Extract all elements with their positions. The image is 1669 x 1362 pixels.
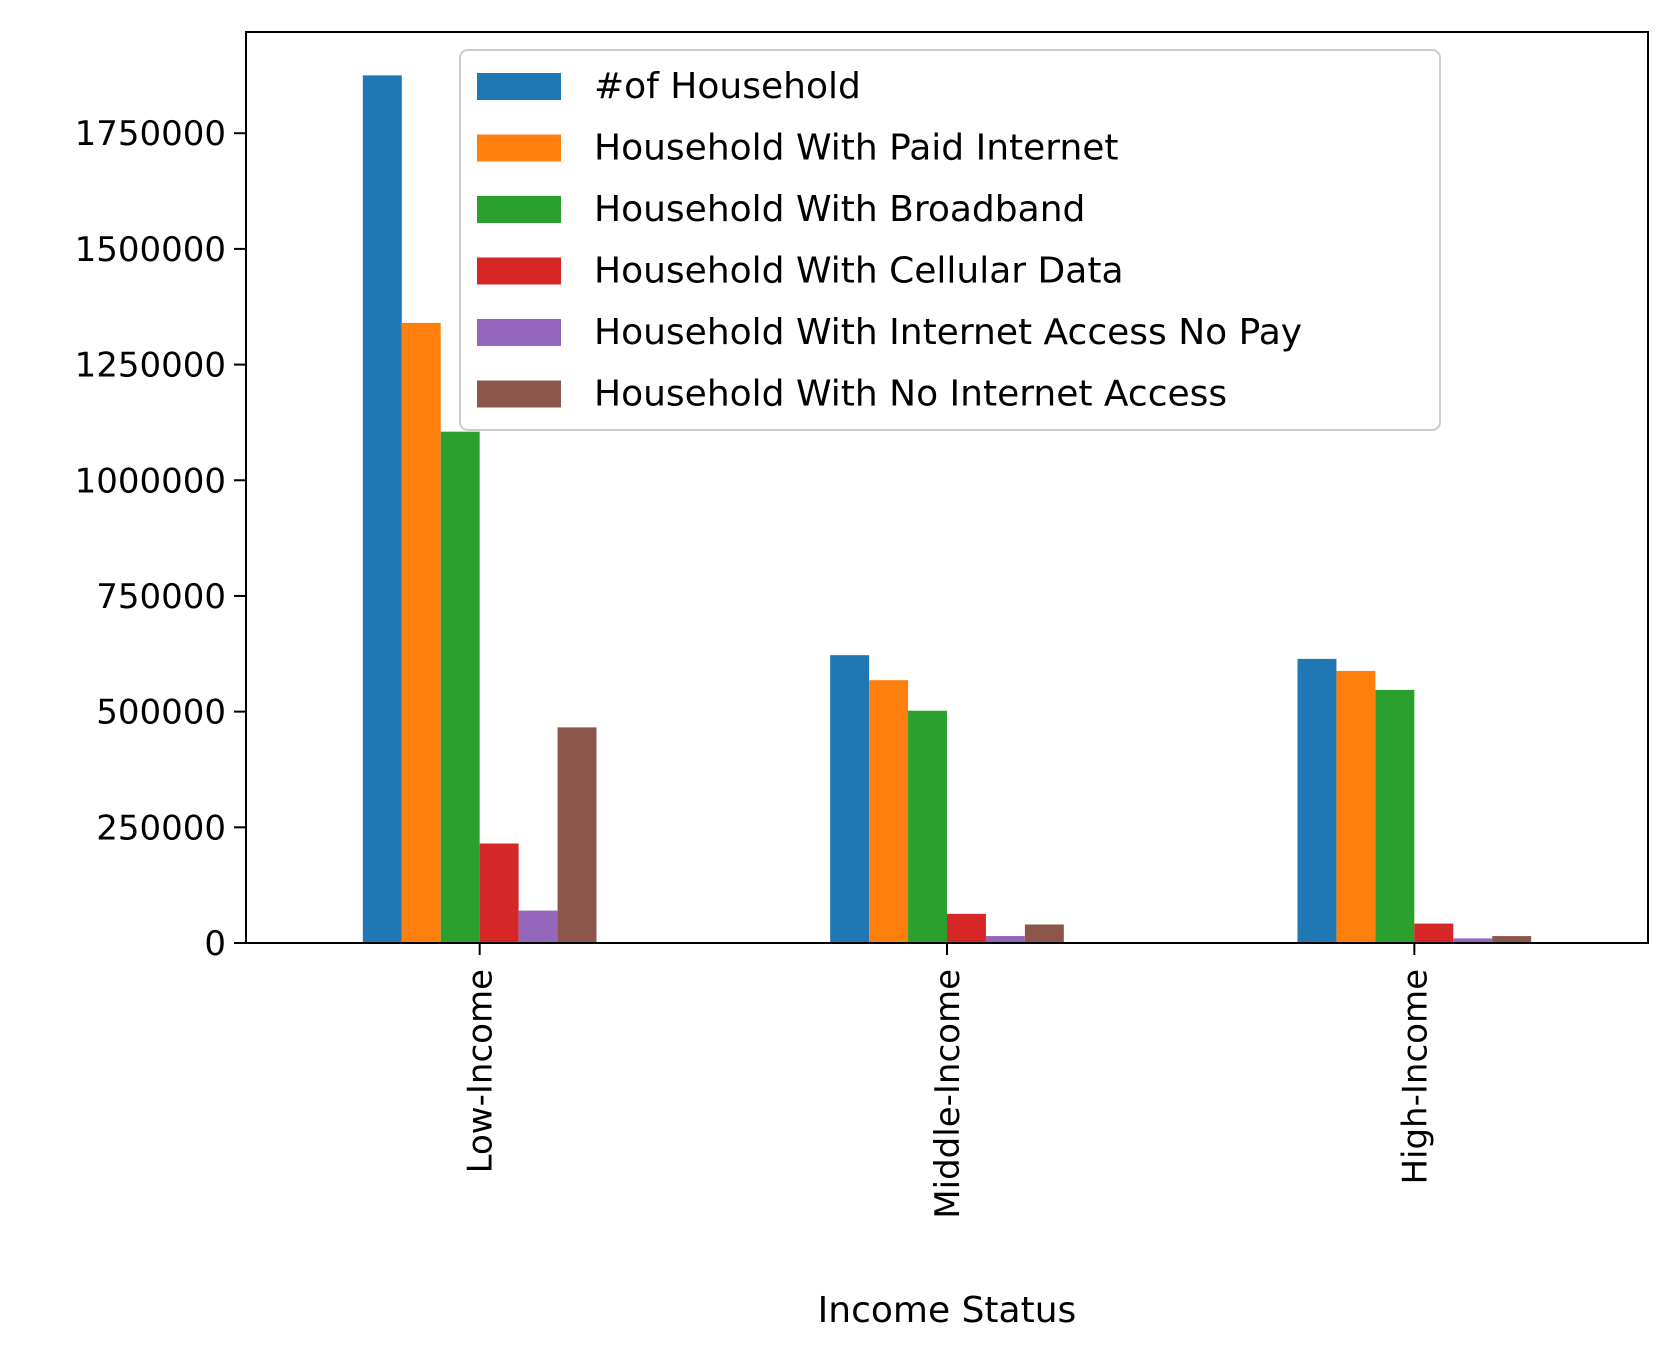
bar-household-with-cellular-data-high-income bbox=[1414, 923, 1454, 943]
y-tick-label: 1250000 bbox=[75, 346, 226, 386]
legend-label-household-with-cellular-data: Household With Cellular Data bbox=[594, 251, 1124, 292]
bar-of-household-low-income bbox=[362, 75, 402, 943]
legend-label-household-with-internet-access-no-pay: Household With Internet Access No Pay bbox=[594, 312, 1302, 353]
bar-household-with-paid-internet-middle-income bbox=[869, 680, 909, 943]
bar-household-with-cellular-data-low-income bbox=[479, 843, 519, 943]
legend-swatch-household-with-broadband bbox=[477, 196, 561, 223]
x-axis: Low-Income Middle-Income High-Income bbox=[461, 943, 1435, 1219]
legend-label-household-with-no-internet-access: Household With No Internet Access bbox=[594, 374, 1227, 415]
y-tick-label: 1500000 bbox=[75, 230, 226, 270]
bar-household-with-no-internet-access-middle-income bbox=[1024, 924, 1064, 943]
bar-household-with-no-internet-access-high-income bbox=[1492, 936, 1532, 943]
x-tick-label-middle-income: Middle-Income bbox=[928, 969, 968, 1219]
bar-household-with-broadband-low-income bbox=[440, 431, 480, 943]
bar-household-with-internet-access-no-pay-middle-income bbox=[985, 936, 1025, 943]
y-tick-label: 1000000 bbox=[75, 461, 226, 501]
bar-household-with-internet-access-no-pay-high-income bbox=[1453, 938, 1493, 943]
legend-box bbox=[459, 49, 1441, 431]
legend-swatch-household-with-cellular-data bbox=[477, 257, 561, 285]
legend-label-of-household: #of Household bbox=[594, 66, 861, 107]
legend: #of Household Household With Paid Interne… bbox=[459, 49, 1441, 431]
x-tick-label-high-income: High-Income bbox=[1395, 969, 1435, 1185]
x-tick-label-low-income: Low-Income bbox=[461, 969, 501, 1173]
bar-household-with-paid-internet-low-income bbox=[401, 322, 441, 943]
y-tick-label: 0 bbox=[204, 924, 226, 964]
bar-household-with-broadband-high-income bbox=[1375, 689, 1415, 943]
x-axis-title: Income Status bbox=[818, 1290, 1077, 1331]
bar-household-with-broadband-middle-income bbox=[908, 710, 947, 943]
legend-swatch-of-household bbox=[477, 73, 561, 100]
y-tick-label: 1750000 bbox=[75, 114, 226, 154]
legend-swatch-household-with-internet-access-no-pay bbox=[477, 319, 561, 346]
y-tick-label: 500000 bbox=[96, 693, 226, 733]
legend-swatch-household-with-paid-internet bbox=[477, 134, 561, 162]
y-tick-label: 250000 bbox=[96, 808, 226, 848]
bar-of-household-middle-income bbox=[830, 655, 870, 943]
bar-of-household-high-income bbox=[1297, 658, 1337, 943]
y-axis: 0 250000 500000 750000 1000000 1250000 1500000… bbox=[75, 114, 246, 964]
y-tick-label: 750000 bbox=[96, 577, 226, 617]
bar-household-with-internet-access-no-pay-low-income bbox=[518, 910, 558, 943]
legend-label-household-with-paid-internet: Household With Paid Internet bbox=[594, 128, 1119, 169]
bar-household-with-cellular-data-middle-income bbox=[947, 913, 986, 943]
bars-layer bbox=[362, 75, 1532, 943]
legend-label-household-with-broadband: Household With Broadband bbox=[594, 189, 1085, 230]
bar-household-with-paid-internet-high-income bbox=[1336, 670, 1376, 943]
bar-household-with-no-internet-access-low-income bbox=[557, 727, 597, 943]
legend-swatch-household-with-no-internet-access bbox=[477, 380, 561, 408]
